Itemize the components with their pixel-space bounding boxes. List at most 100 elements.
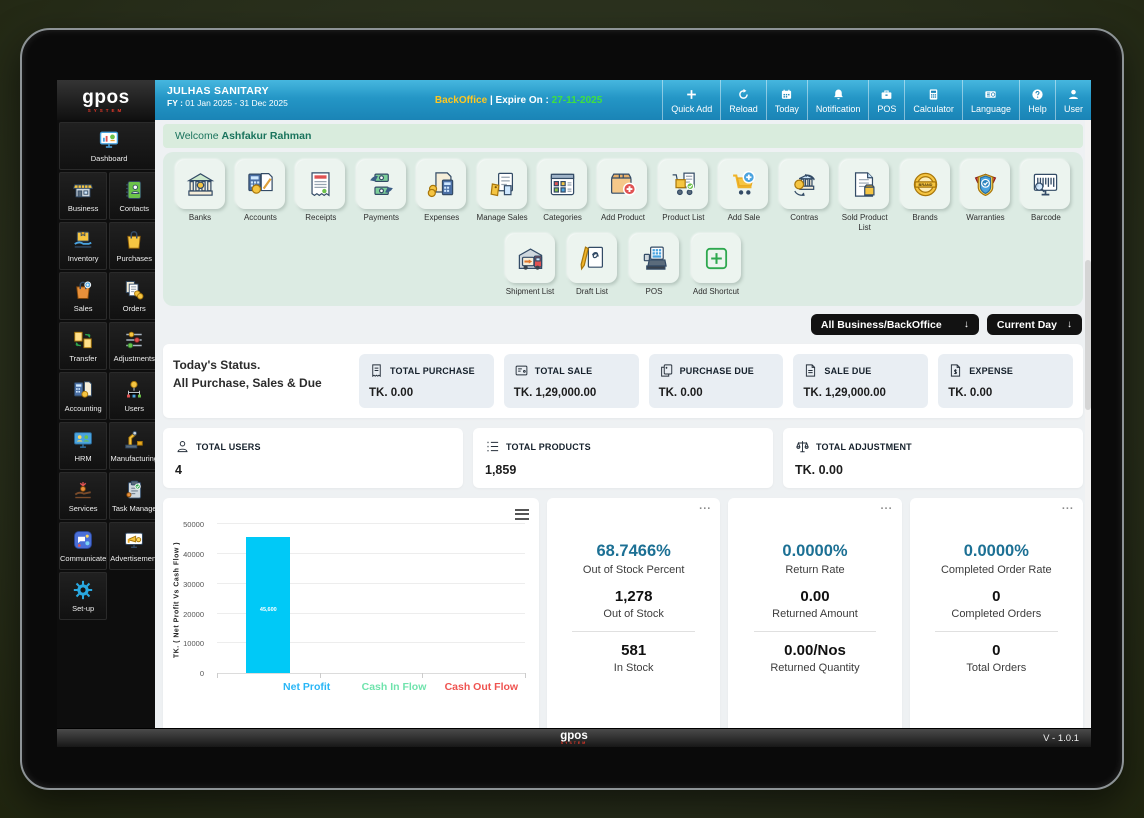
sidebar-item-dashboard[interactable]: Dashboard	[59, 122, 160, 170]
shortcut-add-sale[interactable]: Add Sale	[715, 160, 773, 232]
today-status-panel: Today's Status. All Purchase, Sales & Du…	[163, 344, 1083, 419]
chart-ytick-label: 20000	[183, 609, 204, 619]
header-button-user[interactable]: User	[1054, 80, 1091, 120]
shortcut-product-list[interactable]: Product List	[654, 160, 712, 232]
period-filter-dropdown[interactable]: Current Day ↓	[986, 314, 1082, 336]
header-button-notification[interactable]: Notification	[806, 80, 869, 120]
contacts-icon	[123, 179, 145, 201]
shortcut-shipment-list[interactable]: Shipment List	[501, 234, 559, 304]
shortcut-draft-list[interactable]: Draft List	[563, 234, 621, 304]
total-card-header: TOTAL USERS	[175, 439, 451, 454]
sidebar-item-label: Task Manage	[111, 504, 157, 513]
chart-menu-icon[interactable]	[515, 506, 529, 522]
chart-gridline	[217, 523, 525, 525]
shortcut-add-shortcut[interactable]: Add Shortcut	[687, 234, 745, 304]
doc-sm-icon	[803, 363, 818, 378]
draft-icon	[567, 234, 617, 284]
list-sm-icon	[485, 439, 500, 454]
chart-bar-net-profit[interactable]: 45,600	[246, 537, 291, 674]
chart-category-cash-out-flow[interactable]: Cash Out Flow	[444, 681, 519, 694]
header-button-reload[interactable]: Reload	[720, 80, 766, 120]
shortcut-receipts[interactable]: Receipts	[292, 160, 350, 232]
chart-category-cash-in-flow[interactable]: Cash In Flow	[361, 681, 427, 694]
app-body: Dashboard Business Contacts Inventory Purcha…	[57, 120, 1091, 747]
header-button-today[interactable]: Today	[765, 80, 807, 120]
header-button-pos[interactable]: POS	[868, 80, 904, 120]
net-profit-chart: TK. ( Net Profit Vs Cash Flow ) 0 10000 20…	[171, 520, 531, 694]
header-button-language[interactable]: Language	[961, 80, 1019, 120]
sidebar-item-communicate[interactable]: Communicate	[59, 522, 108, 570]
transfer-icon	[72, 329, 94, 351]
app-logo[interactable]: gpos SYSTEM	[57, 80, 155, 120]
sidebar-item-task-manage[interactable]: Task Manage	[109, 472, 160, 520]
status-card-label: TOTAL SALE	[534, 365, 593, 376]
sidebar-item-orders[interactable]: Orders	[109, 272, 160, 320]
brand-name: gpos	[560, 729, 588, 742]
sidebar-item-users[interactable]: Users	[109, 372, 160, 420]
scrollbar-thumb[interactable]	[1085, 260, 1091, 410]
sidebar-item-purchases[interactable]: Purchases	[109, 222, 160, 270]
reload-icon	[737, 88, 750, 101]
total-card-value: TK. 0.00	[795, 463, 843, 478]
sidebar-item-hrm[interactable]: HRM	[59, 422, 108, 470]
shortcut-brands[interactable]: BRAND Brands	[896, 160, 954, 232]
shortcut-expenses[interactable]: Expenses	[413, 160, 471, 232]
sidebar-item-set-up[interactable]: Set-up	[59, 572, 108, 620]
sidebar-item-inventory[interactable]: Inventory	[59, 222, 108, 270]
shortcut-categories[interactable]: Categories	[534, 160, 592, 232]
sidebar-item-contacts[interactable]: Contacts	[109, 172, 160, 220]
sidebar-item-label: Communicate	[60, 554, 107, 563]
chart-card: TK. ( Net Profit Vs Cash Flow ) 0 10000 20…	[163, 498, 539, 739]
company-name: JULHAS SANITARY	[167, 85, 269, 97]
shortcut-label: Banks	[188, 213, 212, 222]
stat-card-return-rate: ... 0.0000% Return Rate 0.00 Returned Amount…	[728, 498, 902, 739]
shortcut-manage-sales[interactable]: Manage Sales	[473, 160, 531, 232]
shortcut-banks[interactable]: Banks	[171, 160, 229, 232]
shortcut-label: Brands	[912, 213, 938, 222]
shortcut-contras[interactable]: Contras	[775, 160, 833, 232]
sidebar-item-manufacturing[interactable]: Manufacturing	[109, 422, 160, 470]
ellipsis-menu-icon[interactable]: ...	[880, 500, 893, 513]
stat-percent-label: Out of Stock Percent	[582, 564, 685, 577]
copy-sm-icon	[659, 363, 674, 378]
shortcut-warranties[interactable]: Warranties	[956, 160, 1014, 232]
sidebar-item-label: Dashboard	[90, 154, 128, 163]
sidebar-item-sales[interactable]: Sales	[59, 272, 108, 320]
status-card-value: TK. 1,29,000.00	[513, 387, 597, 400]
status-card-header: TOTAL PURCHASE	[369, 363, 484, 378]
business-filter-dropdown[interactable]: All Business/BackOffice ↓	[810, 314, 979, 336]
today-status-title: Today's Status.	[173, 358, 261, 373]
header-button-help[interactable]: Help	[1018, 80, 1055, 120]
sidebar-item-accounting[interactable]: Accounting	[59, 372, 108, 420]
sidebar-item-services[interactable]: Services	[59, 472, 108, 520]
sidebar-item-advertisement[interactable]: Advertisement	[109, 522, 160, 570]
sidebar-item-business[interactable]: Business	[59, 172, 108, 220]
sidebar-item-transfer[interactable]: Transfer	[59, 322, 108, 370]
shortcut-barcode[interactable]: Barcode	[1017, 160, 1075, 232]
sidebar-item-label: HRM	[74, 454, 92, 463]
header-button-quick-add[interactable]: Quick Add	[662, 80, 720, 120]
scale-sm-icon	[795, 439, 810, 454]
ellipsis-menu-icon[interactable]: ...	[699, 500, 712, 513]
chart-gridline	[217, 553, 525, 554]
accounts-icon	[235, 160, 285, 209]
dashboard-icon	[98, 129, 120, 151]
shortcut-add-product[interactable]: Add Product	[594, 160, 652, 232]
divider	[753, 631, 877, 633]
chevron-down-icon: ↓	[1067, 319, 1072, 331]
ellipsis-menu-icon[interactable]: ...	[1061, 500, 1074, 513]
totals-row: TOTAL USERS 4 TOTAL PRODUCTS 1,859 TOTAL ADJ…	[163, 428, 1083, 489]
shortcut-sold-product-list[interactable]: Sold Product List	[836, 160, 894, 232]
chart-ytick-label: 10000	[183, 639, 204, 649]
shortcut-accounts[interactable]: Accounts	[231, 160, 289, 232]
shortcut-pos[interactable]: POS	[625, 234, 683, 304]
total-card-value: 4	[175, 463, 182, 478]
chart-category-net-profit[interactable]: Net Profit	[283, 681, 331, 694]
manage-sales-icon	[477, 160, 527, 209]
header-button-calculator[interactable]: Calculator	[904, 80, 962, 120]
period-filter-value: Current Day	[996, 318, 1057, 331]
sidebar-item-adjustments[interactable]: Adjustments	[109, 322, 160, 370]
calendar-icon	[780, 88, 793, 101]
scrollbar-track[interactable]	[1085, 120, 1091, 747]
shortcut-payments[interactable]: Payments	[352, 160, 410, 232]
